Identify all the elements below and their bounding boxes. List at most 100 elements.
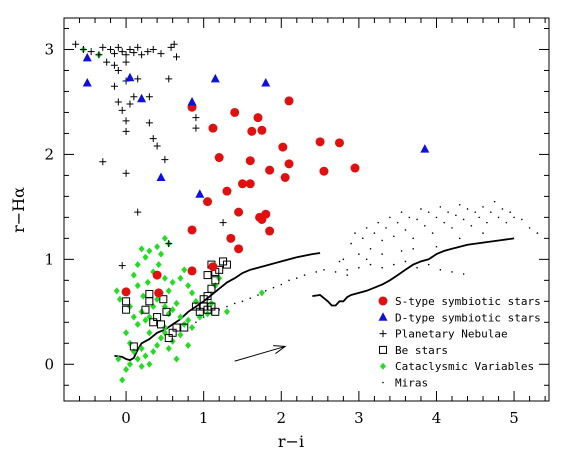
data-point <box>110 82 118 90</box>
data-point <box>134 355 141 363</box>
data-point <box>369 263 372 266</box>
arrow-shaft <box>234 345 286 362</box>
data-point <box>369 248 372 250</box>
data-point <box>490 211 492 213</box>
data-point <box>192 297 199 305</box>
data-point <box>257 294 259 296</box>
data-point <box>122 297 131 306</box>
x-tick-label: 5 <box>509 409 519 427</box>
data-point <box>169 278 176 286</box>
data-point <box>180 323 189 332</box>
data-point <box>156 172 166 181</box>
data-point <box>377 221 380 224</box>
data-point <box>192 124 200 132</box>
legend-label: S-type symbiotic stars <box>395 295 541 308</box>
data-point <box>400 211 403 213</box>
data-point <box>118 48 126 56</box>
data-point <box>501 208 504 210</box>
data-point <box>203 197 213 207</box>
data-point <box>181 266 188 274</box>
data-point <box>162 307 171 316</box>
data-point <box>141 305 150 314</box>
data-point <box>404 260 407 263</box>
data-point <box>95 51 103 59</box>
data-point <box>334 138 344 148</box>
data-point <box>420 208 422 210</box>
data-point <box>154 341 161 349</box>
data-point <box>373 232 376 234</box>
data-point <box>478 216 480 219</box>
data-point <box>365 258 368 261</box>
data-point <box>130 271 137 279</box>
data-point <box>158 250 164 258</box>
data-point <box>157 50 165 58</box>
arrow-head <box>273 345 287 354</box>
data-point <box>157 320 165 329</box>
data-point <box>323 269 325 271</box>
data-point <box>208 123 218 133</box>
x-tick-label: 0 <box>121 409 131 427</box>
data-point <box>247 126 257 136</box>
data-point <box>280 283 283 286</box>
data-point <box>123 366 130 374</box>
data-point <box>165 310 172 318</box>
data-point <box>412 237 415 240</box>
data-point <box>513 216 515 219</box>
data-point <box>196 313 203 321</box>
data-point <box>264 290 267 292</box>
data-point <box>177 274 184 282</box>
data-point <box>99 158 107 166</box>
data-point <box>167 43 175 51</box>
data-point <box>185 341 192 349</box>
data-point <box>138 362 145 370</box>
data-point <box>202 316 205 318</box>
data-point <box>145 297 154 306</box>
data-point <box>87 48 95 56</box>
data-point <box>261 209 271 219</box>
data-point <box>420 144 430 153</box>
y-tick-label: 3 <box>44 40 54 58</box>
data-point <box>146 247 153 255</box>
data-point <box>207 284 216 293</box>
x-tick-label: 3 <box>354 409 364 427</box>
data-point <box>416 218 418 221</box>
data-point <box>126 100 134 108</box>
data-point <box>72 40 80 48</box>
data-point <box>130 93 138 101</box>
data-point <box>219 219 227 227</box>
data-point <box>435 245 438 248</box>
data-point <box>346 274 349 276</box>
data-point <box>204 310 211 318</box>
data-point <box>416 266 418 269</box>
legend: S-type symbiotic stars D-type symbiotic s… <box>378 295 541 390</box>
data-point <box>137 93 147 103</box>
data-point <box>195 189 205 198</box>
data-point <box>195 321 197 324</box>
data-point <box>521 218 523 221</box>
data-point <box>458 203 461 206</box>
data-point <box>114 43 122 51</box>
data-point <box>431 232 434 234</box>
data-point <box>99 43 107 51</box>
data-point <box>122 51 130 59</box>
data-point <box>278 142 288 152</box>
data-point <box>122 127 130 135</box>
data-point <box>154 243 161 251</box>
data-point <box>346 269 349 271</box>
data-point <box>400 250 403 252</box>
data-point <box>447 211 449 213</box>
data-point <box>482 206 484 208</box>
data-point <box>342 258 345 261</box>
data-points <box>72 40 539 384</box>
data-point <box>211 276 220 285</box>
data-point <box>150 348 157 356</box>
data-point <box>116 295 123 303</box>
data-point <box>470 224 473 227</box>
data-point <box>528 227 531 229</box>
data-point <box>230 107 240 117</box>
data-point <box>192 114 200 122</box>
data-point <box>185 282 192 290</box>
data-point <box>439 206 442 208</box>
data-point <box>118 262 126 270</box>
y-tick-label: 0 <box>44 355 54 373</box>
